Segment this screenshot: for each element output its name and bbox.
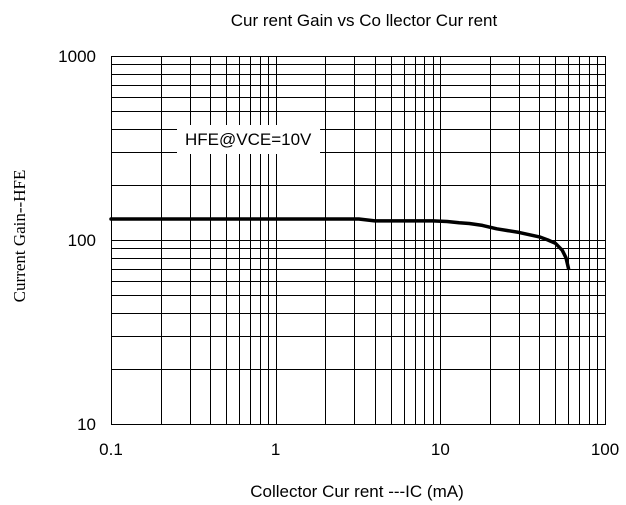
plot-grid [111, 56, 606, 425]
hfe-curve [109, 217, 571, 271]
annotation-background [177, 125, 321, 154]
y-axis-label: Current Gain--HFE [10, 170, 29, 303]
y-tick-label: 100 [68, 231, 96, 250]
y-tick-label: 10 [77, 415, 96, 434]
chart-title: Cur rent Gain vs Co llector Cur rent [231, 11, 498, 30]
x-tick-label: 0.1 [99, 440, 123, 459]
x-tick-labels: 0.1 1 10 100 [99, 440, 619, 459]
x-axis-label: Collector Cur rent ---IC (mA) [250, 482, 463, 501]
annotation-label: HFE@VCE=10V [185, 130, 312, 149]
annotation-box: HFE@VCE=10V [177, 125, 321, 154]
y-tick-labels: 10 100 1000 [58, 47, 96, 434]
x-tick-label: 1 [271, 440, 280, 459]
plot-frame [111, 56, 606, 425]
x-tick-label: 100 [591, 440, 619, 459]
y-tick-label: 1000 [58, 47, 96, 66]
x-tick-label: 10 [431, 440, 450, 459]
